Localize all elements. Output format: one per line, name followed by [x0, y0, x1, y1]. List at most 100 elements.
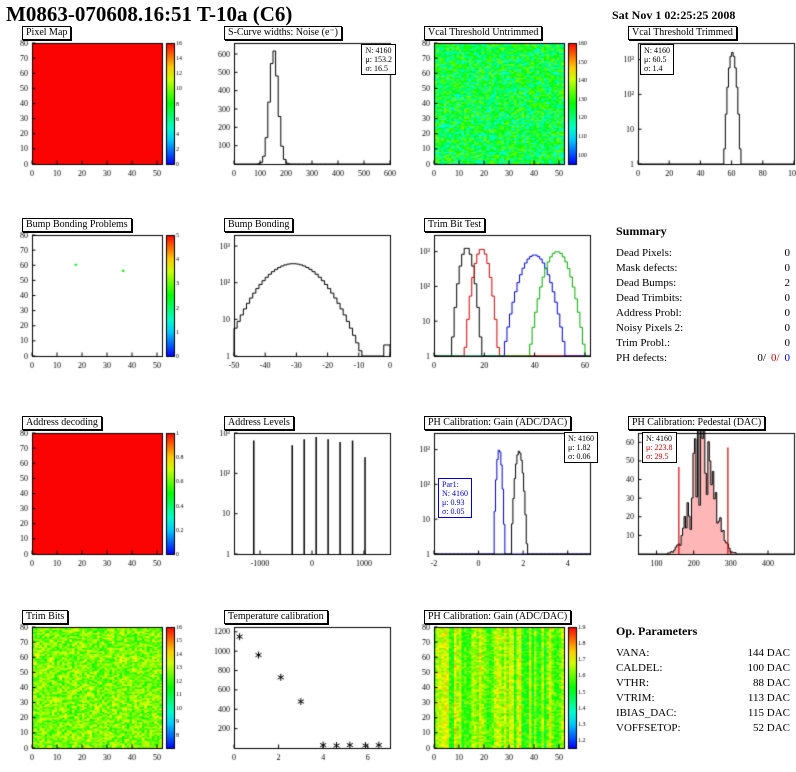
op-param-label: CALDEL: — [616, 662, 663, 674]
panel-title: PH Calibration: Gain (ADC/DAC) — [424, 610, 572, 624]
page-title: M0863-070608.16:51 T-10a (C6) — [6, 2, 293, 26]
panel-title: Vcal Threshold Untrimmed — [424, 26, 543, 40]
panel-ph-pedestal: PH Calibration: Pedestal (DAC) N: 4160 μ… — [612, 416, 796, 572]
op-param-label: VANA: — [616, 647, 650, 659]
panel-title: PH Calibration: Gain (ADC/DAC) — [424, 416, 572, 430]
stats-box: N: 4160 μ: 153.2 σ: 16.5 — [361, 44, 396, 75]
panel-title: PH Calibration: Pedestal (DAC) — [628, 416, 766, 430]
op-param-row: CALDEL: 100 DAC — [616, 661, 790, 676]
stats-box-par1: Par1: N: 4160 μ: 0.93 σ: 0.05 — [438, 478, 472, 518]
summary-value: 0 — [784, 322, 791, 334]
op-parameters-panel: Op. Parameters VANA: 144 DAC CALDEL: 100 D… — [616, 624, 790, 736]
stat-n: N: 4160 — [646, 434, 672, 443]
summary-label: Mask defects: — [616, 262, 678, 274]
panel-trim-bit-test: Trim Bit Test — [408, 218, 604, 374]
stat-sigma: σ: 1.4 — [644, 64, 663, 73]
stat-sigma: σ: 16.5 — [365, 64, 389, 73]
summary-label: Dead Trimbits: — [616, 292, 683, 304]
stat-n: N: 4160 — [442, 489, 468, 498]
op-param-value: 52 DAC — [753, 722, 790, 734]
summary-panel: Summary Dead Pixels: 0 Mask defects: 0 Dea… — [616, 224, 790, 366]
panel-address-decoding: Address decoding — [6, 416, 202, 572]
panel-title: Address decoding — [22, 416, 102, 430]
op-param-value: 88 DAC — [753, 677, 790, 689]
panel-vcal-trimmed: Vcal Threshold Trimmed N: 4160 μ: 60.5 σ… — [612, 26, 796, 182]
op-param-label: VTHR: — [616, 677, 649, 689]
ph-defect-black: 0/ — [757, 352, 766, 364]
ph-defect-red: 0/ — [770, 352, 780, 364]
address-levels-plot — [208, 428, 400, 570]
summary-row: Noisy Pixels 2: 0 — [616, 321, 790, 336]
panel-vcal-untrimmed: Vcal Threshold Untrimmed — [408, 26, 604, 182]
address-decoding-plot — [6, 428, 198, 570]
op-param-row: VTHR: 88 DAC — [616, 676, 790, 691]
trim-bits-map-plot — [6, 622, 198, 764]
ph-defect-blue: 0 — [784, 352, 791, 364]
stat-n: N: 4160 — [644, 46, 670, 55]
panel-title: Pixel Map — [22, 26, 72, 40]
op-param-value: 115 DAC — [747, 707, 790, 719]
stat-n: N: 4160 — [365, 46, 392, 55]
summary-label: Noisy Pixels 2: — [616, 322, 684, 334]
stats-box: N: 4160 μ: 223.8 σ: 29.5 — [642, 432, 677, 463]
vcal-untrimmed-plot — [408, 38, 600, 180]
op-param-row: VOFFSETOP: 52 DAC — [616, 721, 790, 736]
summary-row: Dead Bumps: 2 — [616, 276, 790, 291]
panel-title: Bump Bonding — [224, 218, 294, 232]
panel-temperature-calibration: Temperature calibration — [208, 610, 404, 766]
summary-value: 0 — [784, 307, 791, 319]
timestamp: Sat Nov 1 02:25:25 2008 — [612, 8, 736, 22]
stat-sigma: σ: 29.5 — [646, 452, 669, 461]
op-param-row: VANA: 144 DAC — [616, 646, 790, 661]
trim-bit-test-plot — [408, 230, 600, 372]
panel-title: Trim Bit Test — [424, 218, 486, 232]
panel-title: S-Curve widths: Noise (e⁻) — [224, 26, 342, 40]
panel-ph-gain-map: PH Calibration: Gain (ADC/DAC) — [408, 610, 604, 766]
stat-mu: μ: 0.93 — [442, 498, 465, 507]
summary-row-ph-defects: PH defects: 0/ 0/ 0 — [616, 351, 790, 366]
ph-gain-map-plot — [408, 622, 600, 764]
bump-bonding-plot — [208, 230, 400, 372]
panel-title: Trim Bits — [22, 610, 69, 624]
summary-title: Summary — [616, 224, 667, 238]
panel-address-levels: Address Levels — [208, 416, 404, 572]
panel-pixel-map: Pixel Map — [6, 26, 202, 182]
op-param-label: IBIAS_DAC: — [616, 707, 677, 719]
stat-sigma: σ: 0.06 — [568, 452, 591, 461]
stat-mu: μ: 153.2 — [365, 55, 392, 64]
summary-row: Mask defects: 0 — [616, 261, 790, 276]
stat-mu: μ: 223.8 — [646, 443, 673, 452]
ph-pedestal-plot — [612, 428, 796, 570]
stats-box: N: 4160 μ: 60.5 σ: 1.4 — [640, 44, 674, 75]
pixel-map-plot — [6, 38, 198, 180]
op-parameters-title: Op. Parameters — [616, 624, 698, 638]
panel-trim-bits-map: Trim Bits — [6, 610, 202, 766]
op-param-row: VTRIM: 113 DAC — [616, 691, 790, 706]
panel-title: Temperature calibration — [224, 610, 328, 624]
op-param-label: VTRIM: — [616, 692, 655, 704]
summary-label: Trim Probl.: — [616, 337, 671, 349]
summary-row: Dead Pixels: 0 — [616, 246, 790, 261]
panel-ph-gain-hist: PH Calibration: Gain (ADC/DAC) N: 4160 μ… — [408, 416, 604, 572]
summary-value: 0 — [784, 247, 791, 259]
summary-row: Dead Trimbits: 0 — [616, 291, 790, 306]
ph-defect-values: 0/ 0/ 0 — [757, 351, 790, 366]
op-param-row: IBIAS_DAC: 115 DAC — [616, 706, 790, 721]
op-param-value: 113 DAC — [747, 692, 790, 704]
stat-n: N: 4160 — [568, 434, 594, 443]
summary-value: 0 — [784, 337, 791, 349]
panel-scurve-noise: S-Curve widths: Noise (e⁻) N: 4160 μ: 15… — [208, 26, 404, 182]
summary-label: PH defects: — [616, 352, 668, 364]
panel-title: Bump Bonding Problems — [22, 218, 132, 232]
panel-title: Address Levels — [224, 416, 294, 430]
stat-sigma: σ: 0.05 — [442, 507, 465, 516]
stat-mu: μ: 1.82 — [568, 443, 591, 452]
temperature-calibration-plot — [208, 622, 400, 764]
bump-problems-plot — [6, 230, 198, 372]
summary-row: Trim Probl.: 0 — [616, 336, 790, 351]
op-param-label: VOFFSETOP: — [616, 722, 681, 734]
stat-mu: μ: 60.5 — [644, 55, 667, 64]
summary-value: 0 — [784, 262, 791, 274]
stats-box: N: 4160 μ: 1.82 σ: 0.06 — [564, 432, 598, 463]
panel-title: Vcal Threshold Trimmed — [628, 26, 737, 40]
